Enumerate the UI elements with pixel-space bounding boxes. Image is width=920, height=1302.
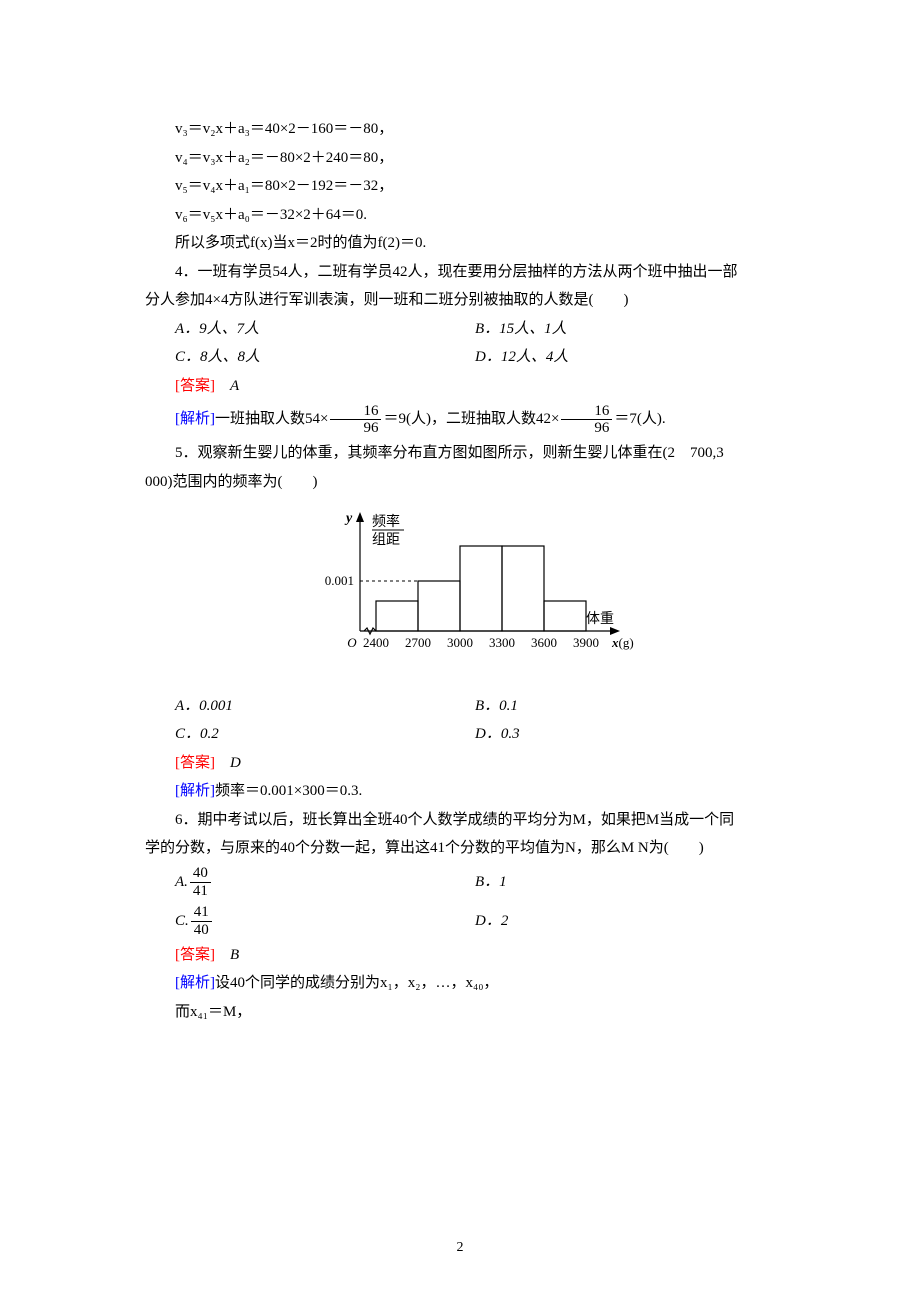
q4-frac1-den: 96 (330, 420, 381, 437)
svg-text:组距: 组距 (372, 532, 400, 548)
q6-options-row2: C.4140 D．2 (175, 902, 775, 941)
q5-analysis: [解析]频率＝0.001×300＝0.3. (145, 777, 775, 806)
q5-opt-b: B．0.1 (475, 698, 518, 714)
q5-opt-a: A．0.001 (175, 698, 233, 714)
q4-stem-1: 4．一班有学员54人，二班有学员42人，现在要用分层抽样的方法从两个班中抽出一部 (145, 258, 775, 287)
q6-opt-b: B．1 (475, 874, 507, 890)
q5-options-row2: C．0.2 D．0.3 (175, 720, 775, 749)
answer-label: [答案] (175, 755, 215, 771)
q6-stem-2: 学的分数，与原来的40个分数一起，算出这41个分数的平均值为N，那么M N为( … (145, 834, 775, 863)
calc-line-2: v₅＝v₄x＋a₁＝80×2－192＝－32， (145, 172, 775, 201)
svg-text:体重: 体重 (586, 611, 614, 627)
q4-frac2-num: 16 (561, 403, 612, 421)
page-number: 2 (0, 1235, 920, 1262)
q4-answer-value: A (215, 378, 239, 394)
q6-fracC: 4140 (191, 904, 212, 938)
q5-answer: [答案] D (145, 749, 775, 778)
q4-frac2: 1696 (561, 403, 612, 437)
q6-fracC-num: 41 (191, 904, 212, 922)
q4-ana-prefix: 一班抽取人数54× (215, 411, 328, 427)
q4-opt-b: B．15人、1人 (475, 321, 567, 337)
q4-analysis: [解析]一班抽取人数54×1696＝9(人)，二班抽取人数42×1696＝7(人… (145, 400, 775, 439)
svg-text:0.001: 0.001 (325, 573, 354, 588)
calc-line-3: v₆＝v₅x＋a₀＝－32×2＋64＝0. (145, 201, 775, 230)
q6-answer-value: B (215, 947, 239, 963)
analysis-label: [解析] (175, 783, 215, 799)
q5-analysis-text: 频率＝0.001×300＝0.3. (215, 783, 362, 799)
svg-text:频率: 频率 (372, 513, 400, 530)
q5-stem-1: 5．观察新生婴儿的体重，其频率分布直方图如图所示，则新生婴儿体重在(2 700,… (145, 439, 775, 468)
svg-text:y: y (344, 511, 353, 526)
analysis-label: [解析] (175, 411, 215, 427)
q6-fracC-den: 40 (191, 922, 212, 939)
q5-stem-2: 000)范围内的频率为( ) (145, 468, 775, 497)
svg-text:2400: 2400 (363, 635, 389, 650)
q6-opt-a-prefix: A. (175, 874, 188, 890)
q5-opt-d: D．0.3 (475, 726, 520, 742)
q6-opt-d: D．2 (475, 913, 508, 929)
calc-line-1: v₄＝v₃x＋a₂＝－80×2＋240＝80， (145, 144, 775, 173)
analysis-label: [解析] (175, 975, 215, 991)
svg-text:3900: 3900 (573, 635, 599, 650)
calc-line-0: v₃＝v₂x＋a₃＝40×2－160＝－80， (145, 115, 775, 144)
q6-fracA-den: 41 (190, 883, 211, 900)
q4-opt-d: D．12人、4人 (475, 349, 568, 365)
histogram-chart: 0.001 2400 2700 3000 3300 3600 3900 O 频率组距 y 体重 x(g… (145, 506, 775, 677)
q4-frac1-num: 16 (330, 403, 381, 421)
q5-opt-c: C．0.2 (175, 726, 219, 742)
q6-opt-c-prefix: C. (175, 913, 189, 929)
calc-line-4: 所以多项式f(x)当x＝2时的值为f(2)＝0. (145, 229, 775, 258)
q4-ana-mid: ＝9(人)，二班抽取人数42× (383, 411, 559, 427)
svg-text:3000: 3000 (447, 635, 473, 650)
q4-opt-c: C．8人、8人 (175, 349, 260, 365)
q6-answer: [答案] B (145, 941, 775, 970)
q6-stem-1: 6．期中考试以后，班长算出全班40个人数学成绩的平均分为M，如果把M当成一个同 (145, 806, 775, 835)
q4-options-row1: A．9人、7人 B．15人、1人 (175, 315, 775, 344)
q5-options-row1: A．0.001 B．0.1 (175, 692, 775, 721)
q4-opt-a: A．9人、7人 (175, 321, 259, 337)
q4-frac2-den: 96 (561, 420, 612, 437)
q5-answer-value: D (215, 755, 241, 771)
svg-text:3300: 3300 (489, 635, 515, 650)
q6-analysis-2: 而x₄₁＝M， (145, 998, 775, 1027)
q4-answer: [答案] A (145, 372, 775, 401)
svg-text:2700: 2700 (405, 635, 431, 650)
answer-label: [答案] (175, 378, 215, 394)
page: v₃＝v₂x＋a₃＝40×2－160＝－80， v₄＝v₃x＋a₂＝－80×2＋… (0, 0, 920, 1302)
svg-text:x(g): x(g) (611, 635, 634, 650)
svg-text:O: O (347, 635, 357, 650)
q6-analysis-text1: 设40个同学的成绩分别为x₁，x₂，…，x₄₀， (215, 975, 498, 991)
svg-text:3600: 3600 (531, 635, 557, 650)
q6-fracA-num: 40 (190, 865, 211, 883)
answer-label: [答案] (175, 947, 215, 963)
histogram-svg: 0.001 2400 2700 3000 3300 3600 3900 O 频率组距 y 体重 x(g… (270, 506, 650, 666)
q4-stem-2: 分人参加4×4方队进行军训表演，则一班和二班分别被抽取的人数是( ) (145, 286, 775, 315)
q6-analysis-1: [解析]设40个同学的成绩分别为x₁，x₂，…，x₄₀， (145, 969, 775, 998)
q4-options-row2: C．8人、8人 D．12人、4人 (175, 343, 775, 372)
q6-options-row1: A.4041 B．1 (175, 863, 775, 902)
q4-ana-suffix: ＝7(人). (614, 411, 665, 427)
q6-fracA: 4041 (190, 865, 211, 899)
q4-frac1: 1696 (330, 403, 381, 437)
